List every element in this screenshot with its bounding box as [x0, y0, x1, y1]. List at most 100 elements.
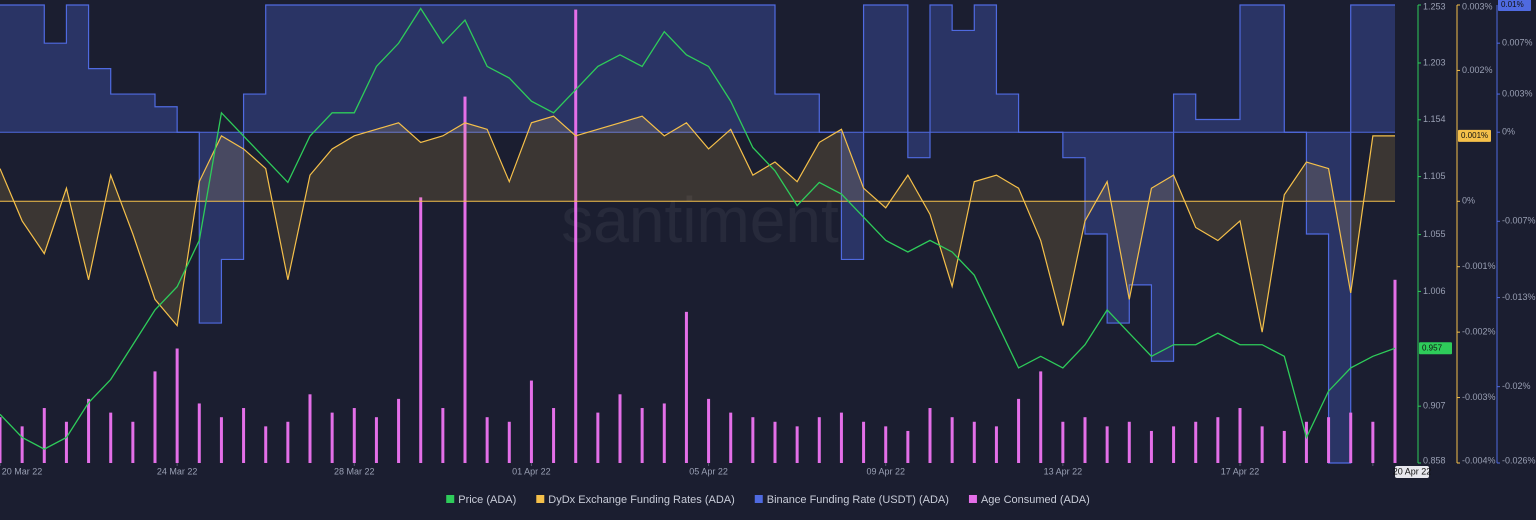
legend-swatch	[968, 495, 977, 503]
bar	[884, 426, 888, 463]
bar	[817, 417, 821, 463]
x-tick-label: 20 Mar 22	[2, 466, 43, 476]
y-tick-label: -0.02%	[1502, 381, 1531, 391]
bar	[197, 403, 201, 463]
bar	[1282, 430, 1286, 463]
bar	[219, 417, 223, 463]
y-tick-label: 1.006	[1423, 286, 1446, 296]
bar	[972, 421, 976, 463]
bar	[242, 408, 246, 463]
bar	[795, 426, 799, 463]
bar	[419, 197, 423, 464]
y-tick-label: 0.003%	[1502, 88, 1533, 98]
bar	[1216, 417, 1220, 463]
bar	[662, 403, 666, 463]
funding-line	[0, 115, 1395, 333]
legend-item: DyDx Exchange Funding Rates (ADA)	[536, 494, 735, 506]
bar	[839, 412, 843, 463]
y-tick-label: 1.105	[1423, 171, 1446, 181]
legend-item: Age Consumed (ADA)	[968, 494, 1090, 506]
bar	[950, 417, 954, 463]
bar	[131, 421, 135, 463]
x-tick-label: 01 Apr 22	[512, 466, 551, 476]
bar	[552, 408, 556, 463]
bar	[707, 398, 711, 463]
x-tick-label: 17 Apr 22	[1221, 466, 1260, 476]
bar	[109, 412, 113, 463]
x-tick-label: 13 Apr 22	[1044, 466, 1083, 476]
y-tick-label: -0.004%	[1462, 455, 1496, 465]
bar	[42, 408, 46, 463]
bar	[684, 311, 688, 463]
bar	[928, 408, 932, 463]
bar	[1172, 426, 1176, 463]
legend-label: DyDx Exchange Funding Rates (ADA)	[548, 494, 734, 506]
bar	[1149, 430, 1153, 463]
funding-line	[0, 4, 1395, 464]
bar	[507, 421, 511, 463]
bar	[286, 421, 290, 463]
bar	[87, 398, 91, 463]
y-tick-label: 1.253	[1423, 1, 1446, 11]
bar	[20, 426, 24, 463]
bar	[1327, 417, 1331, 463]
bar	[175, 348, 179, 463]
bar	[1304, 421, 1308, 463]
bar	[1194, 421, 1198, 463]
bar	[0, 417, 2, 463]
bar	[153, 371, 157, 463]
bar	[1017, 398, 1021, 463]
bar	[773, 421, 777, 463]
y-tick-label: 0%	[1462, 196, 1475, 206]
y-tick-label: 0.007%	[1502, 38, 1533, 48]
y-tick-label: 0.858	[1423, 455, 1446, 465]
y-tick-label: 0.002%	[1462, 65, 1493, 75]
bar	[64, 421, 68, 463]
bar	[729, 412, 733, 463]
y-tick-label: 1.154	[1423, 114, 1446, 124]
bar	[308, 394, 312, 463]
value-box-label: 0.01%	[1501, 0, 1524, 9]
watermark: santiment	[561, 184, 839, 256]
bar	[1061, 421, 1065, 463]
bar	[1371, 421, 1375, 463]
funding-area	[0, 5, 1395, 463]
bar	[1260, 426, 1264, 463]
legend-label: Binance Funding Rate (USDT) (ADA)	[767, 494, 949, 506]
y-tick-label: -0.001%	[1462, 261, 1496, 271]
bar	[374, 417, 378, 463]
y-tick-label: -0.026%	[1502, 455, 1536, 465]
bar	[1105, 426, 1109, 463]
bar	[352, 408, 356, 463]
bar	[1083, 417, 1087, 463]
legend-item: Binance Funding Rate (USDT) (ADA)	[754, 494, 949, 506]
bar	[529, 380, 533, 463]
bar	[994, 426, 998, 463]
legend-label: Price (ADA)	[458, 494, 516, 506]
y-tick-label: -0.002%	[1462, 327, 1496, 337]
bar	[1039, 371, 1043, 463]
legend-swatch	[446, 495, 455, 503]
x-tick-box	[1395, 466, 1429, 478]
x-tick-label: 20 Apr 22	[1393, 466, 1432, 476]
bar	[1349, 412, 1353, 463]
y-tick-label: -0.003%	[1462, 392, 1496, 402]
bar	[596, 412, 600, 463]
bar	[397, 398, 401, 463]
y-tick-label: 0%	[1502, 127, 1515, 137]
legend-label: Age Consumed (ADA)	[981, 494, 1090, 506]
value-box	[1458, 129, 1491, 142]
bar	[1127, 421, 1131, 463]
legend-swatch	[754, 495, 763, 503]
funding-area	[0, 116, 1395, 333]
legend-item: Price (ADA)	[446, 494, 516, 506]
y-tick-label: 0.907	[1423, 401, 1446, 411]
y-tick-label: -0.013%	[1502, 292, 1536, 302]
bar	[906, 430, 910, 463]
bar	[862, 421, 866, 463]
x-tick-label: 28 Mar 22	[334, 466, 375, 476]
y-tick-label: 1.055	[1423, 229, 1446, 239]
value-box	[1419, 342, 1452, 355]
value-box-label: 0.957	[1422, 343, 1443, 352]
